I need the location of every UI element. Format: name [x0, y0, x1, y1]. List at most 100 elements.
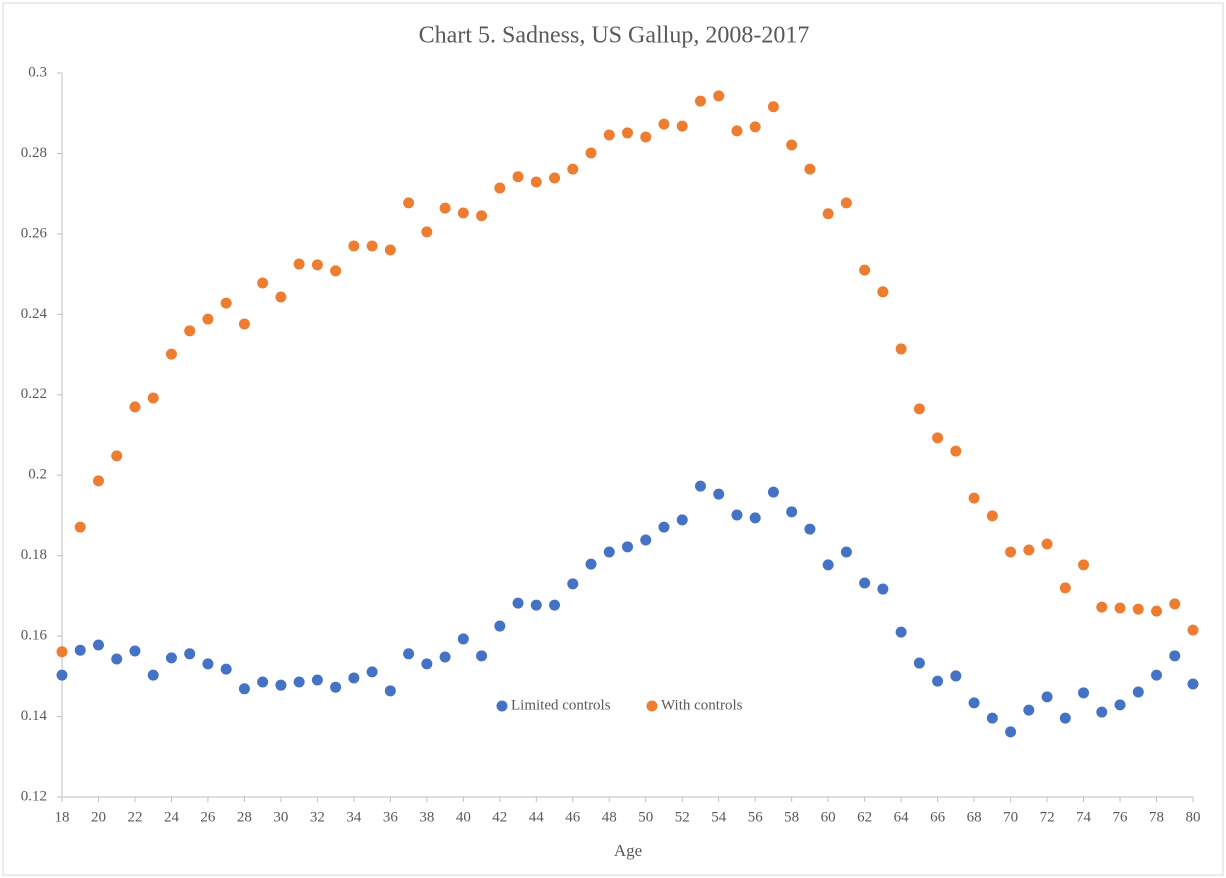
y-tick-label: 0.14 — [21, 708, 48, 724]
data-point — [549, 172, 561, 184]
data-point — [92, 475, 104, 487]
x-tick-label: 80 — [1186, 809, 1201, 825]
y-tick-label: 0.2 — [28, 467, 47, 483]
data-point — [457, 633, 469, 645]
data-point — [1187, 624, 1199, 636]
data-point — [622, 127, 633, 139]
data-point — [330, 681, 342, 693]
data-point — [403, 197, 415, 209]
data-point — [676, 120, 688, 132]
data-point — [1023, 704, 1035, 716]
data-point — [640, 131, 652, 143]
x-tick-label: 66 — [930, 809, 946, 825]
data-point — [1132, 686, 1144, 698]
data-point — [348, 240, 360, 252]
data-point — [184, 325, 196, 337]
data-point — [749, 121, 761, 133]
data-point — [421, 226, 433, 238]
data-point — [804, 523, 816, 535]
data-point — [202, 313, 214, 325]
x-tick-label: 20 — [91, 809, 106, 825]
data-point — [549, 599, 561, 611]
data-point — [1041, 691, 1053, 703]
data-point — [384, 685, 396, 697]
data-point — [804, 163, 816, 175]
data-point — [603, 546, 615, 558]
y-tick-label: 0.18 — [21, 547, 47, 563]
legend-label: With controls — [661, 697, 743, 713]
data-point — [603, 129, 615, 141]
y-tick-label: 0.3 — [28, 64, 47, 80]
data-point — [530, 599, 542, 611]
data-point — [968, 697, 980, 709]
x-tick-label: 40 — [456, 809, 471, 825]
data-point — [275, 291, 287, 303]
data-point — [111, 653, 123, 665]
x-tick-label: 60 — [821, 809, 836, 825]
x-tick-label: 24 — [164, 809, 180, 825]
data-point — [877, 286, 889, 298]
data-point — [111, 450, 123, 462]
data-point — [913, 657, 925, 669]
data-point — [895, 626, 907, 638]
data-point — [530, 176, 542, 188]
data-point — [1005, 726, 1017, 738]
y-tick-label: 0.22 — [21, 386, 47, 402]
x-tick-label: 72 — [1040, 809, 1055, 825]
y-tick-label: 0.24 — [21, 306, 48, 322]
x-tick-label: 48 — [602, 809, 617, 825]
x-tick-label: 74 — [1076, 809, 1092, 825]
data-point — [731, 125, 743, 137]
data-point — [932, 432, 944, 444]
data-point — [238, 683, 250, 695]
data-point — [585, 558, 597, 570]
data-point — [512, 597, 524, 609]
data-point — [165, 652, 177, 664]
data-point — [1096, 706, 1108, 718]
data-point — [348, 672, 360, 684]
data-point — [129, 645, 141, 657]
y-tick-label: 0.28 — [21, 145, 47, 161]
data-point — [1059, 712, 1071, 724]
legend-marker — [496, 700, 508, 712]
data-point — [293, 676, 305, 688]
data-point — [658, 118, 670, 130]
data-point — [257, 277, 269, 289]
x-tick-label: 32 — [310, 809, 325, 825]
data-point — [275, 679, 287, 691]
data-point — [421, 658, 433, 670]
data-point — [840, 546, 852, 558]
x-tick-label: 42 — [492, 809, 507, 825]
data-point — [311, 674, 323, 686]
x-tick-label: 44 — [529, 809, 545, 825]
data-point — [676, 514, 688, 526]
data-point — [622, 541, 633, 553]
data-point — [494, 620, 506, 632]
x-tick-label: 58 — [784, 809, 799, 825]
data-point — [476, 210, 488, 222]
data-point — [74, 521, 86, 533]
data-point — [713, 90, 725, 102]
data-point — [640, 534, 652, 546]
x-tick-label: 36 — [383, 809, 399, 825]
x-tick-label: 70 — [1003, 809, 1018, 825]
data-point — [986, 510, 998, 522]
data-point — [384, 244, 396, 256]
data-point — [694, 95, 706, 107]
data-point — [713, 488, 725, 500]
data-point — [220, 297, 232, 309]
data-point — [238, 318, 250, 330]
data-point — [457, 207, 469, 219]
data-point — [494, 182, 506, 194]
data-point — [1169, 650, 1181, 662]
data-point — [731, 509, 743, 521]
data-point — [767, 101, 779, 113]
data-point — [968, 492, 980, 504]
data-point — [1151, 669, 1163, 681]
data-point — [986, 712, 998, 724]
x-tick-label: 26 — [200, 809, 216, 825]
x-tick-label: 76 — [1113, 809, 1129, 825]
data-point — [859, 577, 871, 589]
